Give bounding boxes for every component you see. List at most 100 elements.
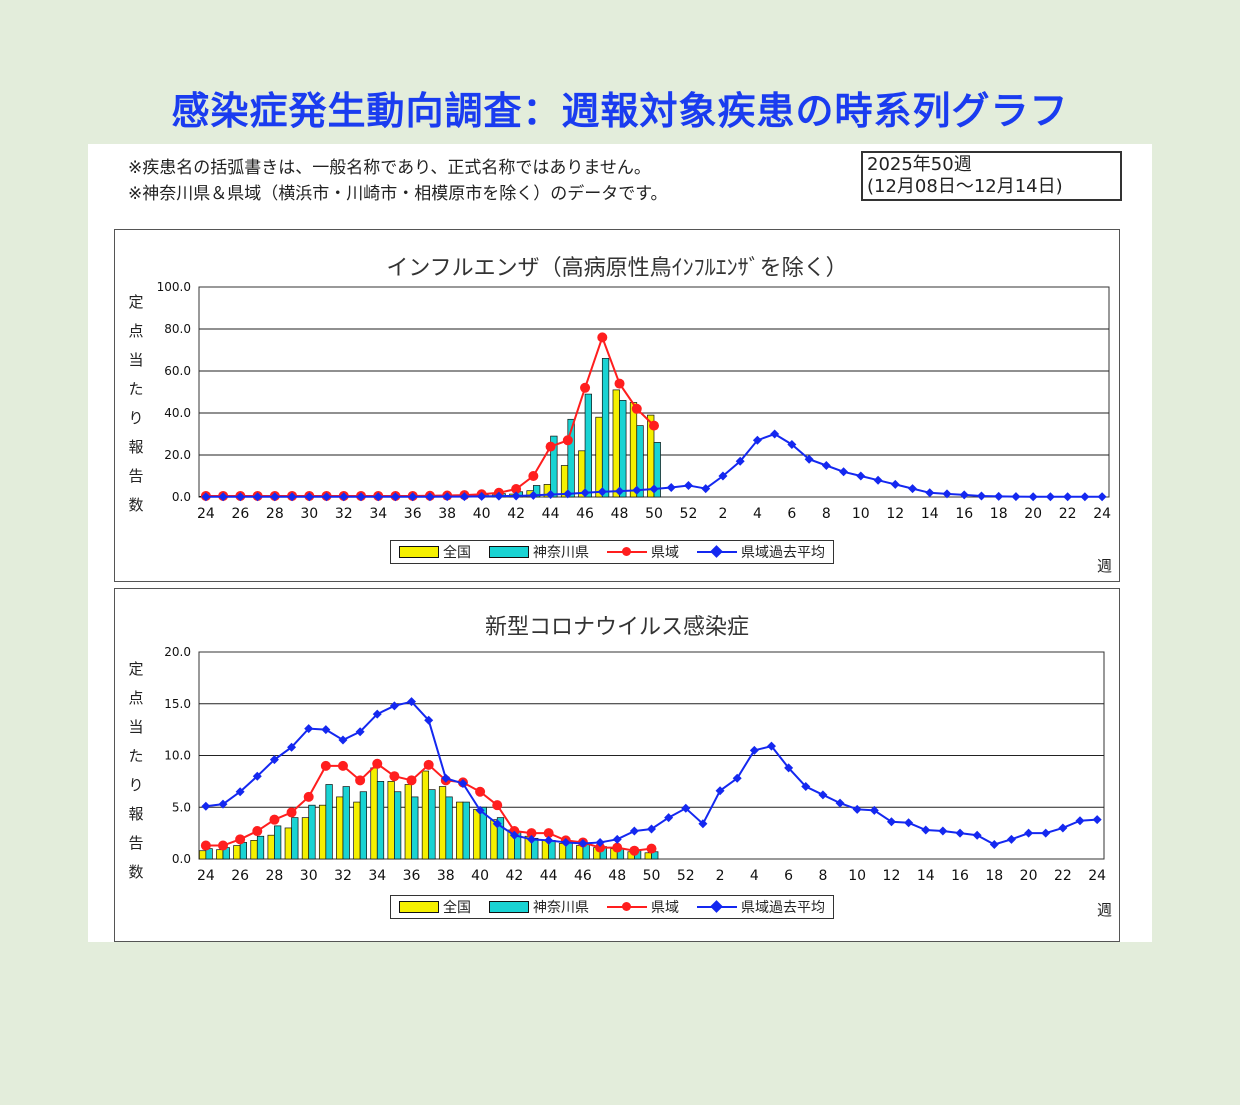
marker-prefarea	[320, 760, 331, 771]
marker-pastavg	[683, 480, 693, 490]
marker-pastavg	[441, 773, 451, 783]
marker-pastavg	[715, 786, 725, 796]
x-tick-label: 16	[955, 506, 973, 522]
marker-pastavg	[804, 454, 814, 464]
marker-pastavg	[735, 456, 745, 466]
y-axis-label-char: 数	[128, 496, 144, 514]
marker-pastavg	[253, 492, 263, 502]
covid-chart: 新型コロナウイルス感染症 定点当たり報告数 20.0 15.0 10.0 5.0 0.0…	[114, 588, 1120, 942]
x-tick-label: 4	[753, 506, 762, 522]
x-tick-label: 24	[1088, 868, 1106, 884]
marker-pastavg	[1028, 492, 1038, 502]
marker-pastavg	[681, 803, 691, 813]
marker-pastavg	[890, 479, 900, 489]
y-axis-label-char: 当	[128, 351, 144, 369]
marker-pastavg	[578, 838, 588, 848]
bar-national	[353, 801, 361, 860]
marker-pastavg	[373, 492, 383, 502]
marker-pastavg	[801, 782, 811, 792]
x-tick-label: 14	[921, 506, 939, 522]
marker-pastavg	[546, 489, 556, 499]
legend-kanagawa-swatch	[489, 901, 529, 913]
marker-pastavg	[528, 490, 538, 500]
marker-pastavg	[632, 485, 642, 495]
bar-kanagawa	[359, 791, 367, 860]
bar-national	[267, 834, 275, 860]
marker-prefarea	[580, 382, 591, 393]
y-axis-label-char: た	[128, 747, 144, 765]
marker-prefarea	[543, 828, 554, 839]
x-tick-label: 12	[886, 506, 904, 522]
marker-pastavg	[1058, 823, 1068, 833]
y-tick-label: 100.0	[157, 280, 191, 294]
marker-pastavg	[235, 787, 245, 797]
marker-prefarea	[475, 786, 486, 797]
marker-pastavg	[752, 435, 762, 445]
legend-kanagawa: 神奈川県	[489, 542, 589, 562]
bar-national	[387, 781, 395, 860]
bar-national	[198, 850, 207, 860]
marker-pastavg	[839, 467, 849, 477]
legend-prefarea-label: 県域	[651, 900, 679, 916]
bar-kanagawa	[653, 442, 661, 498]
y-axis-label-char: り	[128, 776, 144, 794]
marker-pastavg	[732, 773, 742, 783]
marker-pastavg	[942, 489, 952, 499]
marker-prefarea	[631, 403, 642, 414]
marker-pastavg	[544, 835, 554, 845]
x-tick-label: 34	[368, 868, 386, 884]
marker-pastavg	[749, 745, 759, 755]
marker-pastavg	[201, 492, 211, 502]
legend-national-swatch	[399, 546, 439, 558]
x-tick-label: 18	[990, 506, 1008, 522]
y-tick-label: 0.0	[172, 852, 191, 866]
bar-kanagawa	[445, 796, 453, 860]
bar-kanagawa	[394, 791, 402, 860]
marker-pastavg	[511, 491, 521, 501]
x-tick-label: 24	[197, 868, 215, 884]
marker-pastavg	[1024, 828, 1034, 838]
marker-pastavg	[1063, 492, 1073, 502]
marker-pastavg	[787, 440, 797, 449]
y-axis-label-char: 当	[128, 718, 144, 736]
y-tick-label: 60.0	[164, 364, 191, 378]
bar-kanagawa	[462, 801, 470, 860]
marker-prefarea	[355, 775, 366, 786]
bar-national	[473, 808, 481, 860]
bar-national	[576, 845, 584, 860]
note-line-1: ※疾患名の括弧書きは、一般名称であり、正式名称ではありません。	[128, 158, 651, 178]
y-tick-label: 20.0	[164, 645, 191, 659]
y-axis-label-char: 告	[128, 834, 144, 852]
influenza-y-axis-label: 定点当たり報告数	[127, 288, 145, 520]
marker-prefarea	[614, 378, 625, 389]
x-tick-label: 48	[608, 868, 626, 884]
marker-pastavg	[408, 492, 418, 502]
marker-pastavg	[701, 484, 711, 494]
note-line-2: ※神奈川県＆県域（横浜市・川崎市・相模原市を除く）のデータです。	[128, 184, 668, 204]
marker-pastavg	[989, 840, 999, 850]
marker-prefarea	[595, 842, 606, 853]
legend-prefarea: 県域	[607, 542, 679, 562]
bar-kanagawa	[496, 817, 505, 860]
y-axis-label-char: 報	[128, 805, 144, 823]
marker-pastavg	[477, 491, 487, 501]
marker-pastavg	[1006, 834, 1016, 844]
marker-prefarea	[235, 834, 246, 845]
marker-pastavg	[1075, 816, 1085, 826]
bar-kanagawa	[308, 804, 316, 860]
marker-pastavg	[770, 429, 780, 439]
marker-pastavg	[595, 837, 605, 847]
marker-pastavg	[563, 489, 573, 499]
marker-pastavg	[718, 471, 728, 481]
marker-pastavg	[270, 492, 280, 502]
bar-kanagawa	[239, 842, 247, 860]
bar-kanagawa	[376, 781, 385, 860]
bar-kanagawa	[411, 796, 419, 860]
bar-kanagawa	[428, 789, 436, 860]
marker-pastavg	[509, 830, 519, 840]
bar-kanagawa	[274, 825, 282, 860]
marker-pastavg	[647, 824, 656, 834]
marker-prefarea	[629, 845, 640, 856]
bar-kanagawa	[342, 786, 350, 860]
marker-prefarea	[423, 759, 434, 770]
